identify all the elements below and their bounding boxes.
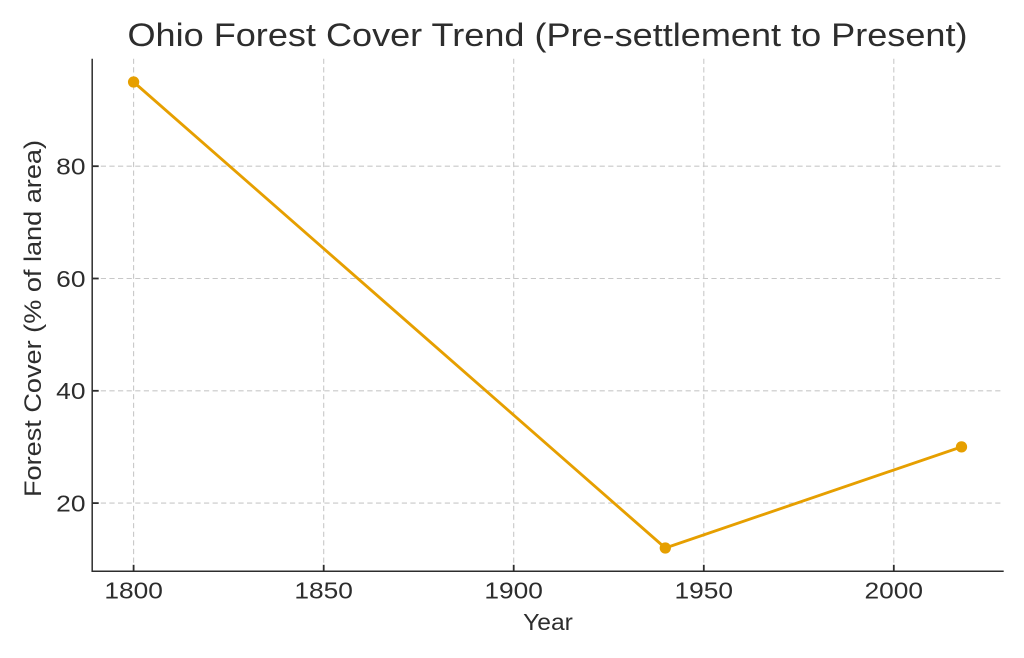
svg-text:Ohio Forest Cover Trend (Pre-s: Ohio Forest Cover Trend (Pre-settlement … [128,17,968,53]
svg-text:80: 80 [56,154,85,180]
svg-text:2000: 2000 [865,577,924,603]
svg-text:1950: 1950 [675,577,734,603]
svg-text:60: 60 [56,266,85,292]
svg-text:1850: 1850 [294,577,353,603]
svg-text:20: 20 [56,491,85,517]
svg-text:1900: 1900 [484,577,543,603]
svg-text:40: 40 [56,378,85,404]
svg-text:Year: Year [523,609,573,635]
svg-text:1800: 1800 [104,577,163,603]
svg-text:Forest Cover (% of land area): Forest Cover (% of land area) [20,140,47,497]
